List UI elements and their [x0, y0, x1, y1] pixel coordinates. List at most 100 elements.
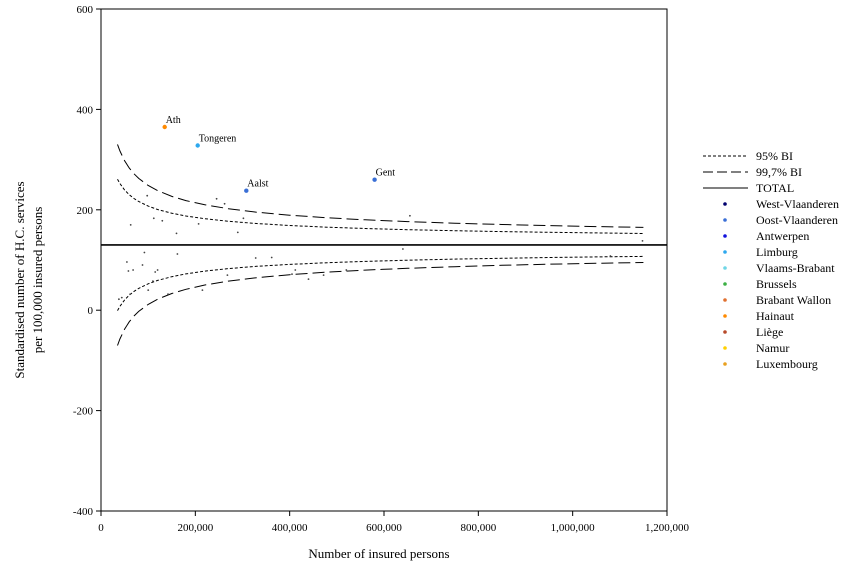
x-tick-label: 200,000 — [177, 522, 213, 534]
data-point — [223, 202, 226, 205]
data-point — [129, 224, 132, 226]
data-point — [197, 223, 200, 225]
legend-item: Brabant Wallon — [723, 293, 831, 307]
data-point — [154, 271, 157, 273]
legend-item: West-Vlaanderen — [723, 197, 839, 211]
data-point — [372, 177, 377, 182]
data-point — [161, 219, 164, 222]
funnel-upper-95 — [117, 179, 644, 234]
data-point — [147, 289, 150, 291]
legend-label: Luxembourg — [756, 357, 818, 371]
plot-frame — [100, 8, 668, 512]
funnel-lower-95 — [117, 255, 644, 311]
legend-item: TOTAL — [703, 181, 794, 195]
legend-marker — [723, 362, 727, 366]
data-point — [291, 273, 293, 275]
data-point — [307, 278, 310, 280]
legend-item: Limburg — [723, 245, 798, 259]
legend-label: Brabant Wallon — [756, 293, 831, 307]
x-tick-label: 1,000,000 — [551, 522, 596, 534]
legend-item: Oost-Vlaanderen — [723, 213, 838, 227]
legend-item: Antwerpen — [723, 229, 809, 243]
legend-item: 95% BI — [703, 149, 793, 163]
data-point — [409, 214, 411, 217]
y-tick-label: -400 — [73, 506, 94, 518]
data-point — [156, 269, 159, 271]
data-point — [322, 274, 325, 276]
y-axis: -400 -200 0 200 400 600 — [73, 4, 101, 518]
legend-marker — [723, 282, 727, 286]
legend-marker — [723, 266, 727, 270]
legend-label: Liège — [756, 325, 783, 339]
data-point — [152, 217, 155, 220]
y-tick-label: -200 — [73, 406, 94, 418]
data-point — [129, 293, 132, 295]
data-point — [195, 143, 200, 148]
y-tick-label: 400 — [77, 104, 94, 116]
point-label: Tongeren — [199, 134, 237, 145]
legend-label: Limburg — [756, 245, 798, 259]
data-point — [236, 231, 239, 234]
legend-label: Vlaams-Brabant — [756, 261, 835, 275]
data-point — [641, 240, 644, 242]
y-tick-label: 0 — [88, 305, 94, 317]
data-point — [270, 256, 273, 259]
data-point — [118, 298, 120, 301]
data-point — [294, 269, 297, 271]
data-point — [345, 269, 348, 271]
data-point — [226, 274, 229, 276]
x-tick-label: 400,000 — [272, 522, 308, 534]
data-points — [118, 194, 644, 301]
y-axis-title-line-2: per 100,000 insured persons — [30, 207, 45, 354]
legend-marker — [723, 346, 727, 350]
legend-item: Vlaams-Brabant — [723, 261, 835, 275]
y-axis-title-line-1: Standardised number of H.C. services — [12, 181, 27, 378]
legend-label: West-Vlaanderen — [756, 197, 839, 211]
legend-label: 95% BI — [756, 149, 793, 163]
legend-marker — [723, 330, 727, 334]
labeled-point-gent: Gent — [372, 168, 395, 182]
y-tick-label: 600 — [77, 4, 94, 16]
y-axis-title: Standardised number of H.C. services per… — [12, 181, 45, 378]
legend-item: Liège — [723, 325, 783, 339]
data-point — [126, 261, 128, 263]
x-tick-label: 1,200,000 — [645, 522, 690, 534]
x-tick-label: 600,000 — [366, 522, 402, 534]
legend-label: Oost-Vlaanderen — [756, 213, 838, 227]
data-point — [152, 280, 154, 282]
data-point — [127, 270, 130, 272]
funnel-upper-997 — [117, 144, 644, 228]
data-point — [244, 188, 249, 193]
data-point — [175, 232, 178, 235]
legend-marker — [723, 314, 727, 318]
data-point — [120, 296, 123, 299]
point-label: Ath — [166, 115, 181, 126]
legend-marker — [723, 202, 727, 206]
x-axis: 0 200,000 400,000 600,000 800,000 1,000,000 1,… — [98, 511, 690, 534]
data-point — [162, 124, 167, 130]
funnel-lower-997 — [117, 262, 644, 346]
labeled-points: Ath Tongeren Aalst Gent — [162, 115, 395, 193]
data-point — [402, 248, 404, 250]
data-point — [609, 255, 612, 257]
legend-marker — [723, 298, 727, 302]
x-axis-title: Number of insured persons — [308, 546, 449, 561]
legend-label: Hainaut — [756, 309, 795, 323]
x-tick-label: 800,000 — [460, 522, 496, 534]
legend-marker — [723, 234, 727, 238]
legend-label: 99,7% BI — [756, 165, 802, 179]
y-tick-label: 200 — [77, 205, 94, 217]
data-point — [201, 289, 204, 291]
legend-item: Brussels — [723, 277, 797, 291]
labeled-point-aalst: Aalst — [244, 179, 269, 193]
legend-label: TOTAL — [756, 181, 794, 195]
legend: 95% BI 99,7% BI TOTAL West-Vlaanderen Oost-V… — [703, 149, 839, 371]
data-point — [215, 197, 218, 200]
legend-item: 99,7% BI — [703, 165, 802, 179]
legend-item: Namur — [723, 341, 789, 355]
legend-item: Hainaut — [723, 309, 795, 323]
data-point — [167, 293, 169, 295]
data-point — [146, 194, 149, 197]
legend-label: Namur — [756, 341, 789, 355]
